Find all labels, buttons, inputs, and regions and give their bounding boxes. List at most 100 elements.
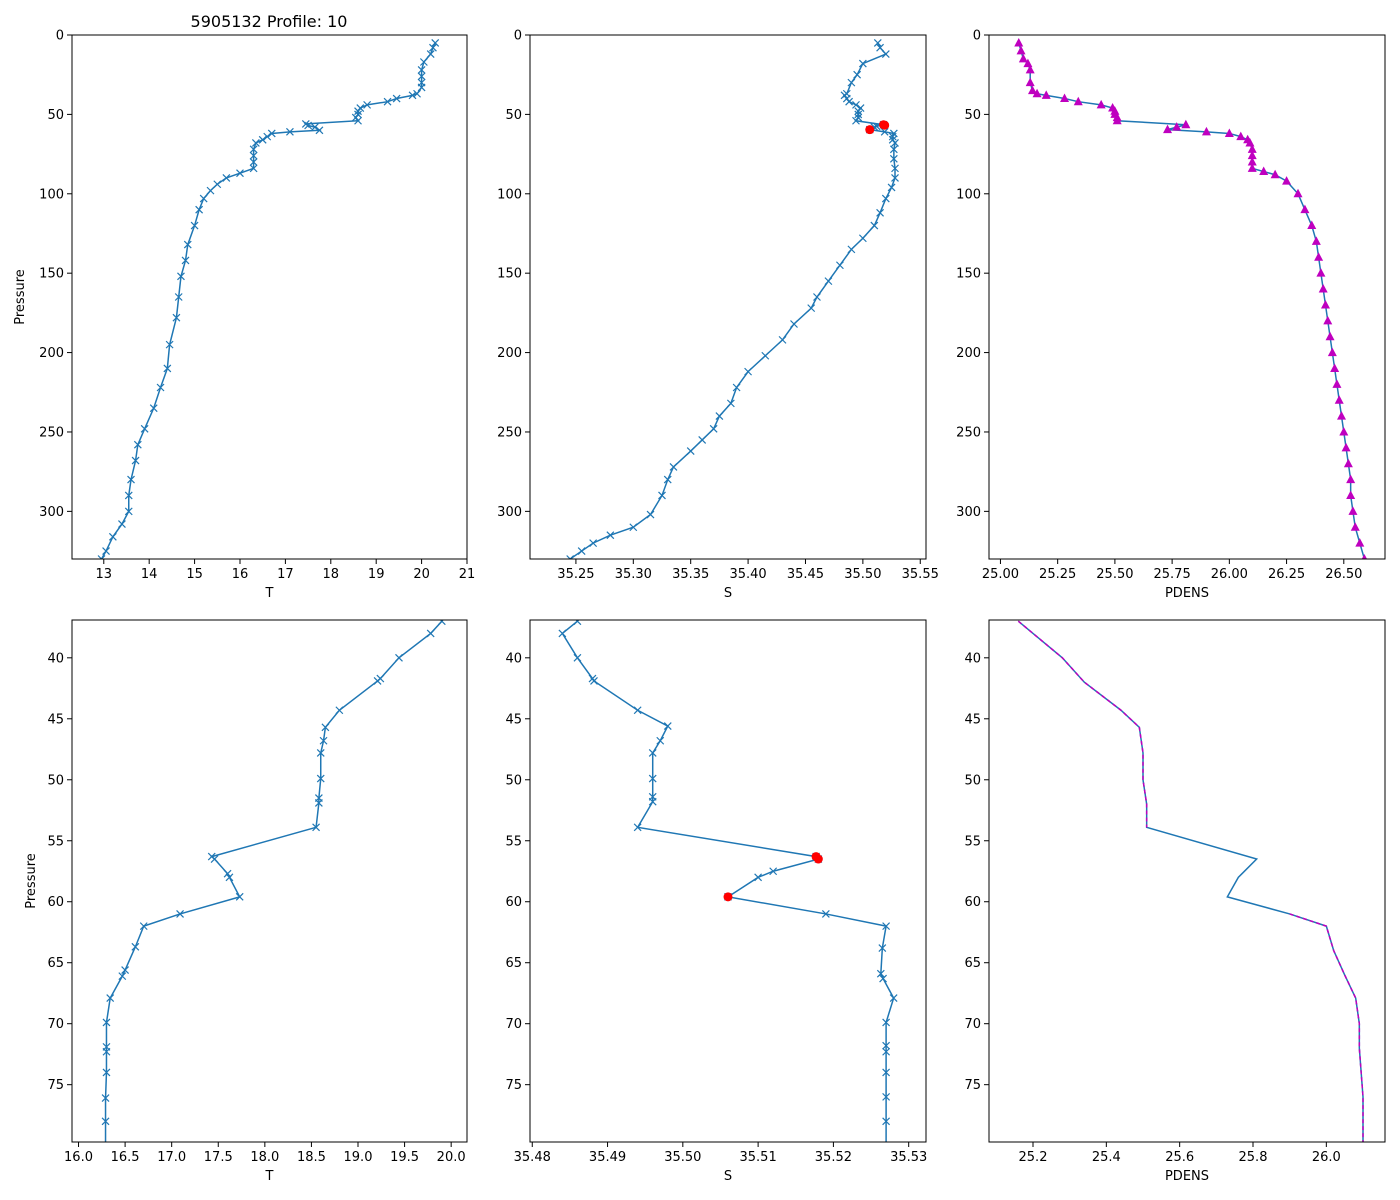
data-point-x-marker	[413, 89, 421, 98]
data-point-x-marker	[312, 823, 321, 832]
data-point-x-marker	[882, 1092, 891, 1101]
data-point-x-marker	[181, 256, 190, 265]
marker-stroke	[258, 135, 267, 144]
y-tick-label: 65	[47, 956, 64, 971]
x-tick-label: 35.35	[672, 567, 709, 582]
data-point-x-marker	[663, 475, 672, 484]
data-point-triangle-marker	[1247, 163, 1257, 172]
x-tick-label: 35.40	[729, 567, 766, 582]
data-point-x-marker	[183, 240, 192, 249]
data-point-x-marker	[316, 749, 325, 757]
data-point-x-marker	[646, 510, 655, 519]
marker-stroke	[181, 256, 190, 265]
y-tick-label: 60	[505, 895, 522, 910]
x-tick-label: 26.50	[1325, 567, 1362, 582]
marker-stroke	[732, 383, 741, 392]
x-tick-label: 17	[277, 567, 294, 582]
x-tick-label: 35.45	[787, 567, 824, 582]
x-tick-label: 19.5	[390, 1150, 419, 1165]
marker-stroke	[845, 97, 854, 106]
panel-top-S: 35.25 35.30 35.35 35.40 35.45 35.50 35.55 0 50 10…	[497, 29, 939, 602]
y-tick-label: 70	[47, 1017, 64, 1032]
x-tick-label: 16.5	[111, 1150, 140, 1165]
x-tick-label: 14	[141, 567, 158, 582]
marker-stroke	[824, 277, 833, 286]
data-point-x-marker	[648, 749, 657, 757]
data-point-x-marker	[102, 1018, 111, 1027]
data-point-x-marker	[101, 1117, 110, 1126]
data-point-x-marker	[131, 942, 140, 951]
marker-stroke	[872, 122, 881, 131]
data-point-triangle-marker	[1341, 442, 1351, 452]
data-point-x-marker	[853, 70, 862, 79]
data-point-x-marker	[315, 126, 324, 135]
marker-stroke	[102, 547, 110, 555]
data-point-x-marker	[648, 797, 657, 806]
data-point-x-marker	[314, 799, 323, 807]
x-tick-label: 35.50	[844, 567, 881, 582]
data-point-triangle-marker	[1016, 45, 1026, 55]
data-point-triangle-marker	[1201, 126, 1211, 136]
marker-stroke	[669, 462, 678, 471]
data-point-x-marker	[165, 340, 174, 349]
marker-stroke	[225, 873, 234, 882]
y-tick-label: 300	[956, 505, 981, 520]
marker-stroke	[663, 722, 672, 731]
flagged-point-marker	[865, 125, 875, 135]
data-point-x-marker	[882, 1041, 891, 1050]
data-point-triangle-marker	[1172, 122, 1182, 131]
marker-stroke	[888, 132, 897, 141]
marker-stroke	[754, 873, 763, 882]
marker-stroke	[852, 116, 860, 125]
y-tick-label: 250	[956, 425, 981, 440]
data-point-x-marker	[821, 910, 830, 918]
marker-stroke	[417, 72, 426, 81]
marker-stroke	[646, 510, 655, 519]
data-point-x-marker	[558, 629, 567, 638]
marker-stroke	[383, 97, 392, 106]
marker-stroke	[140, 424, 149, 433]
data-point-x-marker	[876, 969, 885, 978]
marker-stroke	[882, 1047, 891, 1056]
marker-stroke	[417, 83, 426, 92]
data-point-x-marker	[852, 100, 860, 109]
data-point-triangle-marker	[1337, 411, 1347, 420]
data-point-x-marker	[354, 116, 362, 125]
marker-stroke	[97, 555, 103, 559]
data-point-x-marker	[686, 447, 695, 455]
data-point-x-marker	[195, 205, 204, 214]
marker-stroke	[321, 723, 330, 732]
marker-stroke	[629, 523, 638, 532]
marker-stroke	[102, 1141, 103, 1142]
marker-stroke	[373, 677, 382, 685]
data-point-x-marker	[335, 706, 344, 715]
data-point-triangle-marker	[1311, 236, 1321, 245]
y-tick-label: 100	[956, 187, 981, 202]
data-point-x-marker	[102, 1141, 109, 1142]
data-point-x-marker	[363, 100, 372, 109]
marker-stroke	[437, 620, 444, 626]
data-point-triangle-marker	[1307, 220, 1317, 230]
marker-stroke	[854, 110, 863, 119]
x-tick-label: 35.49	[589, 1150, 626, 1165]
marker-stroke	[249, 151, 258, 160]
y-tick-label: 75	[964, 1078, 981, 1093]
data-point-triangle-marker	[1245, 137, 1255, 147]
data-point-x-marker	[258, 135, 267, 144]
marker-stroke	[882, 1117, 891, 1126]
x-axis-label: PDENS	[1165, 586, 1209, 601]
data-point-x-marker	[669, 462, 678, 471]
y-tick-label: 55	[964, 834, 981, 849]
marker-stroke	[882, 1141, 884, 1142]
marker-stroke	[858, 59, 867, 68]
marker-stroke	[335, 706, 344, 715]
marker-stroke	[589, 539, 598, 548]
marker-stroke	[888, 135, 897, 144]
x-tick-label: 25.8	[1239, 1150, 1268, 1165]
marker-stroke	[213, 180, 222, 189]
marker-stroke	[354, 107, 362, 116]
data-point-x-marker	[140, 424, 149, 433]
marker-stroke	[881, 50, 890, 58]
marker-stroke	[633, 706, 642, 715]
marker-stroke	[790, 320, 798, 328]
